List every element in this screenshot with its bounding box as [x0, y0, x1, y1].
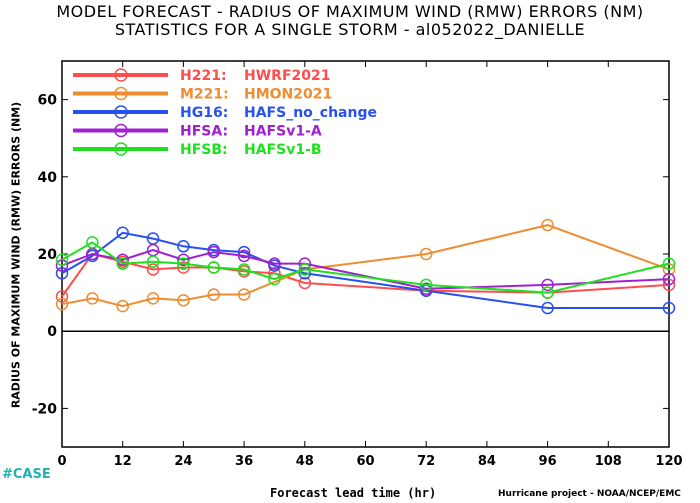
- legend-label-3: HG16:: [180, 105, 228, 121]
- case-tag: #CASE: [2, 467, 51, 482]
- series-5-point: [237, 263, 251, 276]
- legend-marker-2: [114, 86, 128, 101]
- series-4-point: [419, 282, 433, 295]
- series-2-point: [116, 299, 129, 313]
- legend-desc-1: HWRF2021: [244, 68, 330, 84]
- series-5-point: [298, 263, 312, 276]
- series-3-point: [541, 301, 554, 315]
- y-tick-label: -20: [32, 401, 58, 417]
- x-tick-label: 36: [235, 454, 253, 469]
- series-4-point: [662, 272, 676, 286]
- series-4-point: [541, 278, 554, 292]
- series-2-point: [177, 294, 190, 307]
- series-4-point: [55, 259, 69, 272]
- legend-marker-3: [114, 105, 128, 119]
- legend-label-4: HFSA:: [180, 124, 228, 140]
- legend-desc-3: HAFS_no_change: [244, 105, 377, 121]
- series-3-point: [55, 267, 69, 280]
- series-4-point: [207, 245, 220, 259]
- x-tick-label: 72: [417, 454, 435, 469]
- series-4-point: [237, 249, 251, 263]
- y-tick-label: 0: [47, 324, 57, 340]
- chart-title: MODEL FORECAST - RADIUS OF MAXIMUM WIND …: [56, 2, 644, 21]
- legend-desc-4: HAFSv1-A: [244, 124, 322, 140]
- series-line-3: [61, 231, 669, 309]
- x-tick-label: 96: [539, 454, 557, 469]
- x-tick-label: 24: [174, 454, 192, 469]
- series-2-point: [541, 218, 554, 232]
- series-3-point: [177, 240, 190, 253]
- series-2-point: [237, 288, 251, 301]
- credit-text: Hurricane project - NOAA/NCEP/EMC: [498, 489, 681, 499]
- series-2-point: [419, 247, 433, 261]
- y-tick-label: 60: [38, 93, 58, 109]
- series-1-point: [55, 290, 69, 303]
- series-5-point: [177, 257, 190, 270]
- x-tick-label: 108: [595, 454, 622, 469]
- legend-label-2: M221:: [180, 87, 229, 103]
- series-3-point: [237, 245, 251, 259]
- legend-marker-5: [114, 142, 128, 156]
- series-1-point: [177, 261, 190, 274]
- series-5-point: [541, 286, 554, 299]
- series-3-point: [298, 267, 312, 280]
- series-4-point: [268, 257, 281, 270]
- series-2-point: [55, 297, 69, 311]
- series-5-point: [268, 272, 281, 286]
- x-tick-label: 60: [356, 454, 374, 469]
- legend-marker-4: [114, 123, 128, 138]
- legend-marker-1: [114, 68, 128, 82]
- series-3-point: [662, 301, 676, 315]
- series-5-point: [55, 253, 69, 267]
- series-line-2: [61, 224, 670, 308]
- series-5-point: [86, 236, 99, 249]
- legend-label-5: HFSB:: [180, 142, 228, 158]
- y-tick-label: 20: [38, 247, 58, 263]
- series-5-point: [116, 257, 129, 270]
- series-1-point: [146, 263, 160, 276]
- series-5-point: [207, 261, 220, 274]
- legend-label-1: H221:: [180, 68, 227, 84]
- legend-desc-5: HAFSv1-B: [244, 142, 322, 158]
- series-5-point: [662, 257, 676, 270]
- x-tick-label: 12: [114, 454, 132, 469]
- x-tick-label: 84: [478, 454, 496, 469]
- x-axis-label: Forecast lead time (hr): [270, 486, 437, 500]
- series-2-point: [207, 288, 220, 301]
- x-tick-label: 0: [57, 454, 66, 469]
- x-tick-label: 48: [296, 454, 314, 469]
- chart-subtitle: STATISTICS FOR A SINGLE STORM - al052022…: [114, 20, 586, 39]
- series-5-point: [419, 278, 433, 292]
- series-1-point: [298, 276, 312, 290]
- x-tick-label: 120: [655, 454, 682, 469]
- series-2-point: [146, 292, 160, 305]
- series-2-point: [86, 292, 99, 305]
- series-5-point: [146, 255, 160, 268]
- series-3-point: [116, 226, 129, 240]
- series-4-point: [177, 253, 190, 267]
- y-tick-label: 40: [38, 170, 58, 186]
- legend-desc-2: HMON2021: [244, 87, 332, 103]
